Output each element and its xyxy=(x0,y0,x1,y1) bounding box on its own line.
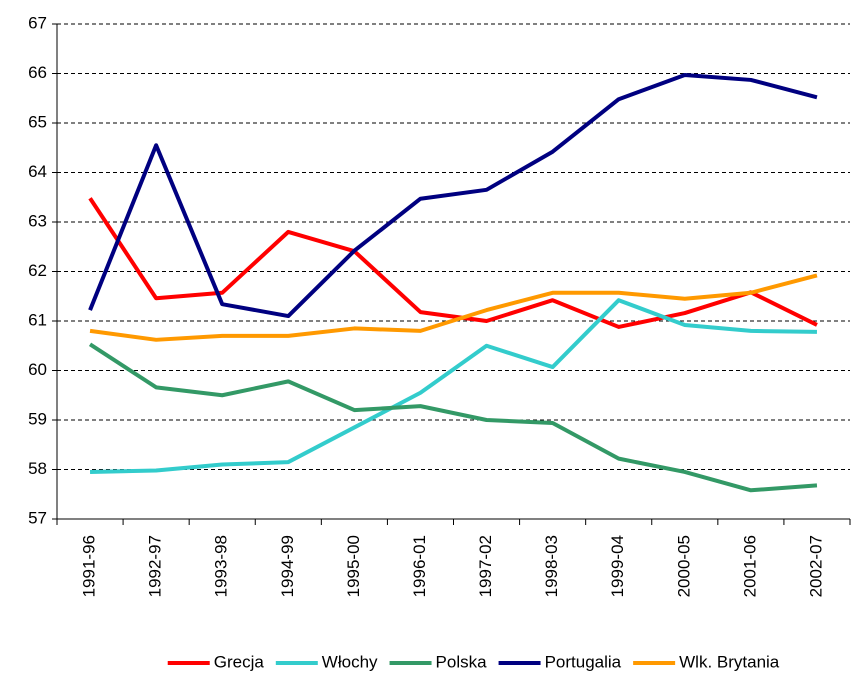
x-tick-label: 1997-02 xyxy=(476,535,495,597)
x-tick-label: 2002-07 xyxy=(806,535,825,597)
series-line xyxy=(89,298,817,474)
y-tick-label: 58 xyxy=(28,459,47,478)
y-tick-label: 64 xyxy=(28,162,47,181)
y-tick-label: 63 xyxy=(28,211,47,230)
x-tick-label: 1993-98 xyxy=(212,535,231,597)
legend-label: Portugalia xyxy=(545,652,622,671)
y-tick-label: 67 xyxy=(28,13,47,32)
y-tick-label: 59 xyxy=(28,409,47,428)
legend-label: Wlk. Brytania xyxy=(679,652,780,671)
y-tick-label: 65 xyxy=(28,112,47,131)
y-tick-label: 62 xyxy=(28,261,47,280)
legend: Grecja Włochy Polska Portugalia Wlk. Brytani… xyxy=(167,652,780,671)
x-tick-label: 2001-06 xyxy=(740,535,759,597)
x-tick-label: 1999-04 xyxy=(608,535,627,597)
series-line xyxy=(89,273,818,342)
series-line xyxy=(88,72,818,319)
series-line xyxy=(88,342,818,493)
y-tick-label: 61 xyxy=(28,310,47,329)
legend-label: Włochy xyxy=(322,652,378,671)
x-tick-label: 1996-01 xyxy=(410,535,429,597)
series-line xyxy=(88,197,818,329)
legend-label: Grecja xyxy=(214,652,265,671)
x-tick-label: 2000-05 xyxy=(674,535,693,597)
x-tick-label: 1991-96 xyxy=(80,535,99,597)
x-tick-label: 1995-00 xyxy=(344,535,363,597)
legend-label: Polska xyxy=(436,652,488,671)
y-tick-label: 60 xyxy=(28,360,47,379)
x-tick-label: 1994-99 xyxy=(278,535,297,597)
y-tick-label: 66 xyxy=(28,63,47,82)
y-tick-label: 57 xyxy=(28,508,47,527)
x-tick-label: 1992-97 xyxy=(146,535,165,597)
x-tick-label: 1998-03 xyxy=(542,535,561,597)
